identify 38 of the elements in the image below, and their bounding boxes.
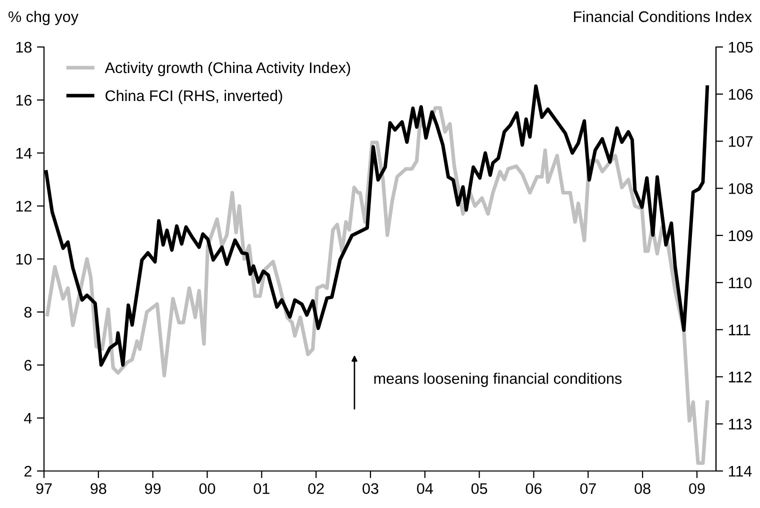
y2-tick-label: 114 — [728, 466, 752, 477]
y2-tick-label: 109 — [728, 230, 753, 242]
line-series — [45, 106, 710, 465]
y2-axis-title: Financial Conditions Index — [574, 10, 752, 22]
y2-tick-label: 111 — [728, 324, 750, 336]
x-tick-label: 08 — [634, 483, 650, 494]
x-tick-label: 09 — [689, 483, 705, 494]
x-tick-label: 97 — [36, 483, 52, 494]
y-tick-label: 12 — [16, 200, 32, 212]
annotation: means loosening financial conditions — [374, 372, 622, 387]
y2-tick-label: 108 — [728, 183, 753, 194]
y-tick-label: 18 — [16, 42, 32, 53]
y2-tick-label: 106 — [728, 88, 753, 100]
y-tick-label: 6 — [24, 360, 32, 371]
y-tick-label: 16 — [16, 94, 32, 106]
x-tick-label: 04 — [416, 483, 433, 494]
y-tick-label: 8 — [24, 306, 32, 318]
legend-label: Activity growth (China Activity Index) — [104, 62, 350, 76]
y2-tick-label: 105 — [728, 42, 753, 53]
x-tick-label: 99 — [145, 483, 161, 494]
x-tick-label: 01 — [254, 483, 270, 494]
x-tick-label: 98 — [90, 483, 106, 494]
y2-tick-label: 110 — [728, 277, 752, 288]
x-tick-label: 06 — [526, 483, 542, 494]
y2-tick-label: 112 — [728, 372, 752, 382]
y-tick-label: 14 — [16, 148, 32, 159]
y-tick-label: 2 — [24, 466, 32, 477]
y2-tick-label: 107 — [728, 136, 753, 147]
x-tick-label: 05 — [471, 483, 488, 494]
y-tick-label: 10 — [16, 254, 32, 265]
y-tick-label: 4 — [24, 413, 32, 424]
legend-label: China FCI (RHS, inverted) — [106, 90, 282, 104]
y2-tick-label: 113 — [728, 418, 752, 430]
x-tick-label: 00 — [199, 483, 216, 494]
x-tick-label: 07 — [580, 483, 596, 494]
x-tick-label: 02 — [308, 483, 324, 494]
x-tick-label: 03 — [362, 483, 378, 494]
y-axis-title: % chg yoy — [8, 10, 78, 26]
